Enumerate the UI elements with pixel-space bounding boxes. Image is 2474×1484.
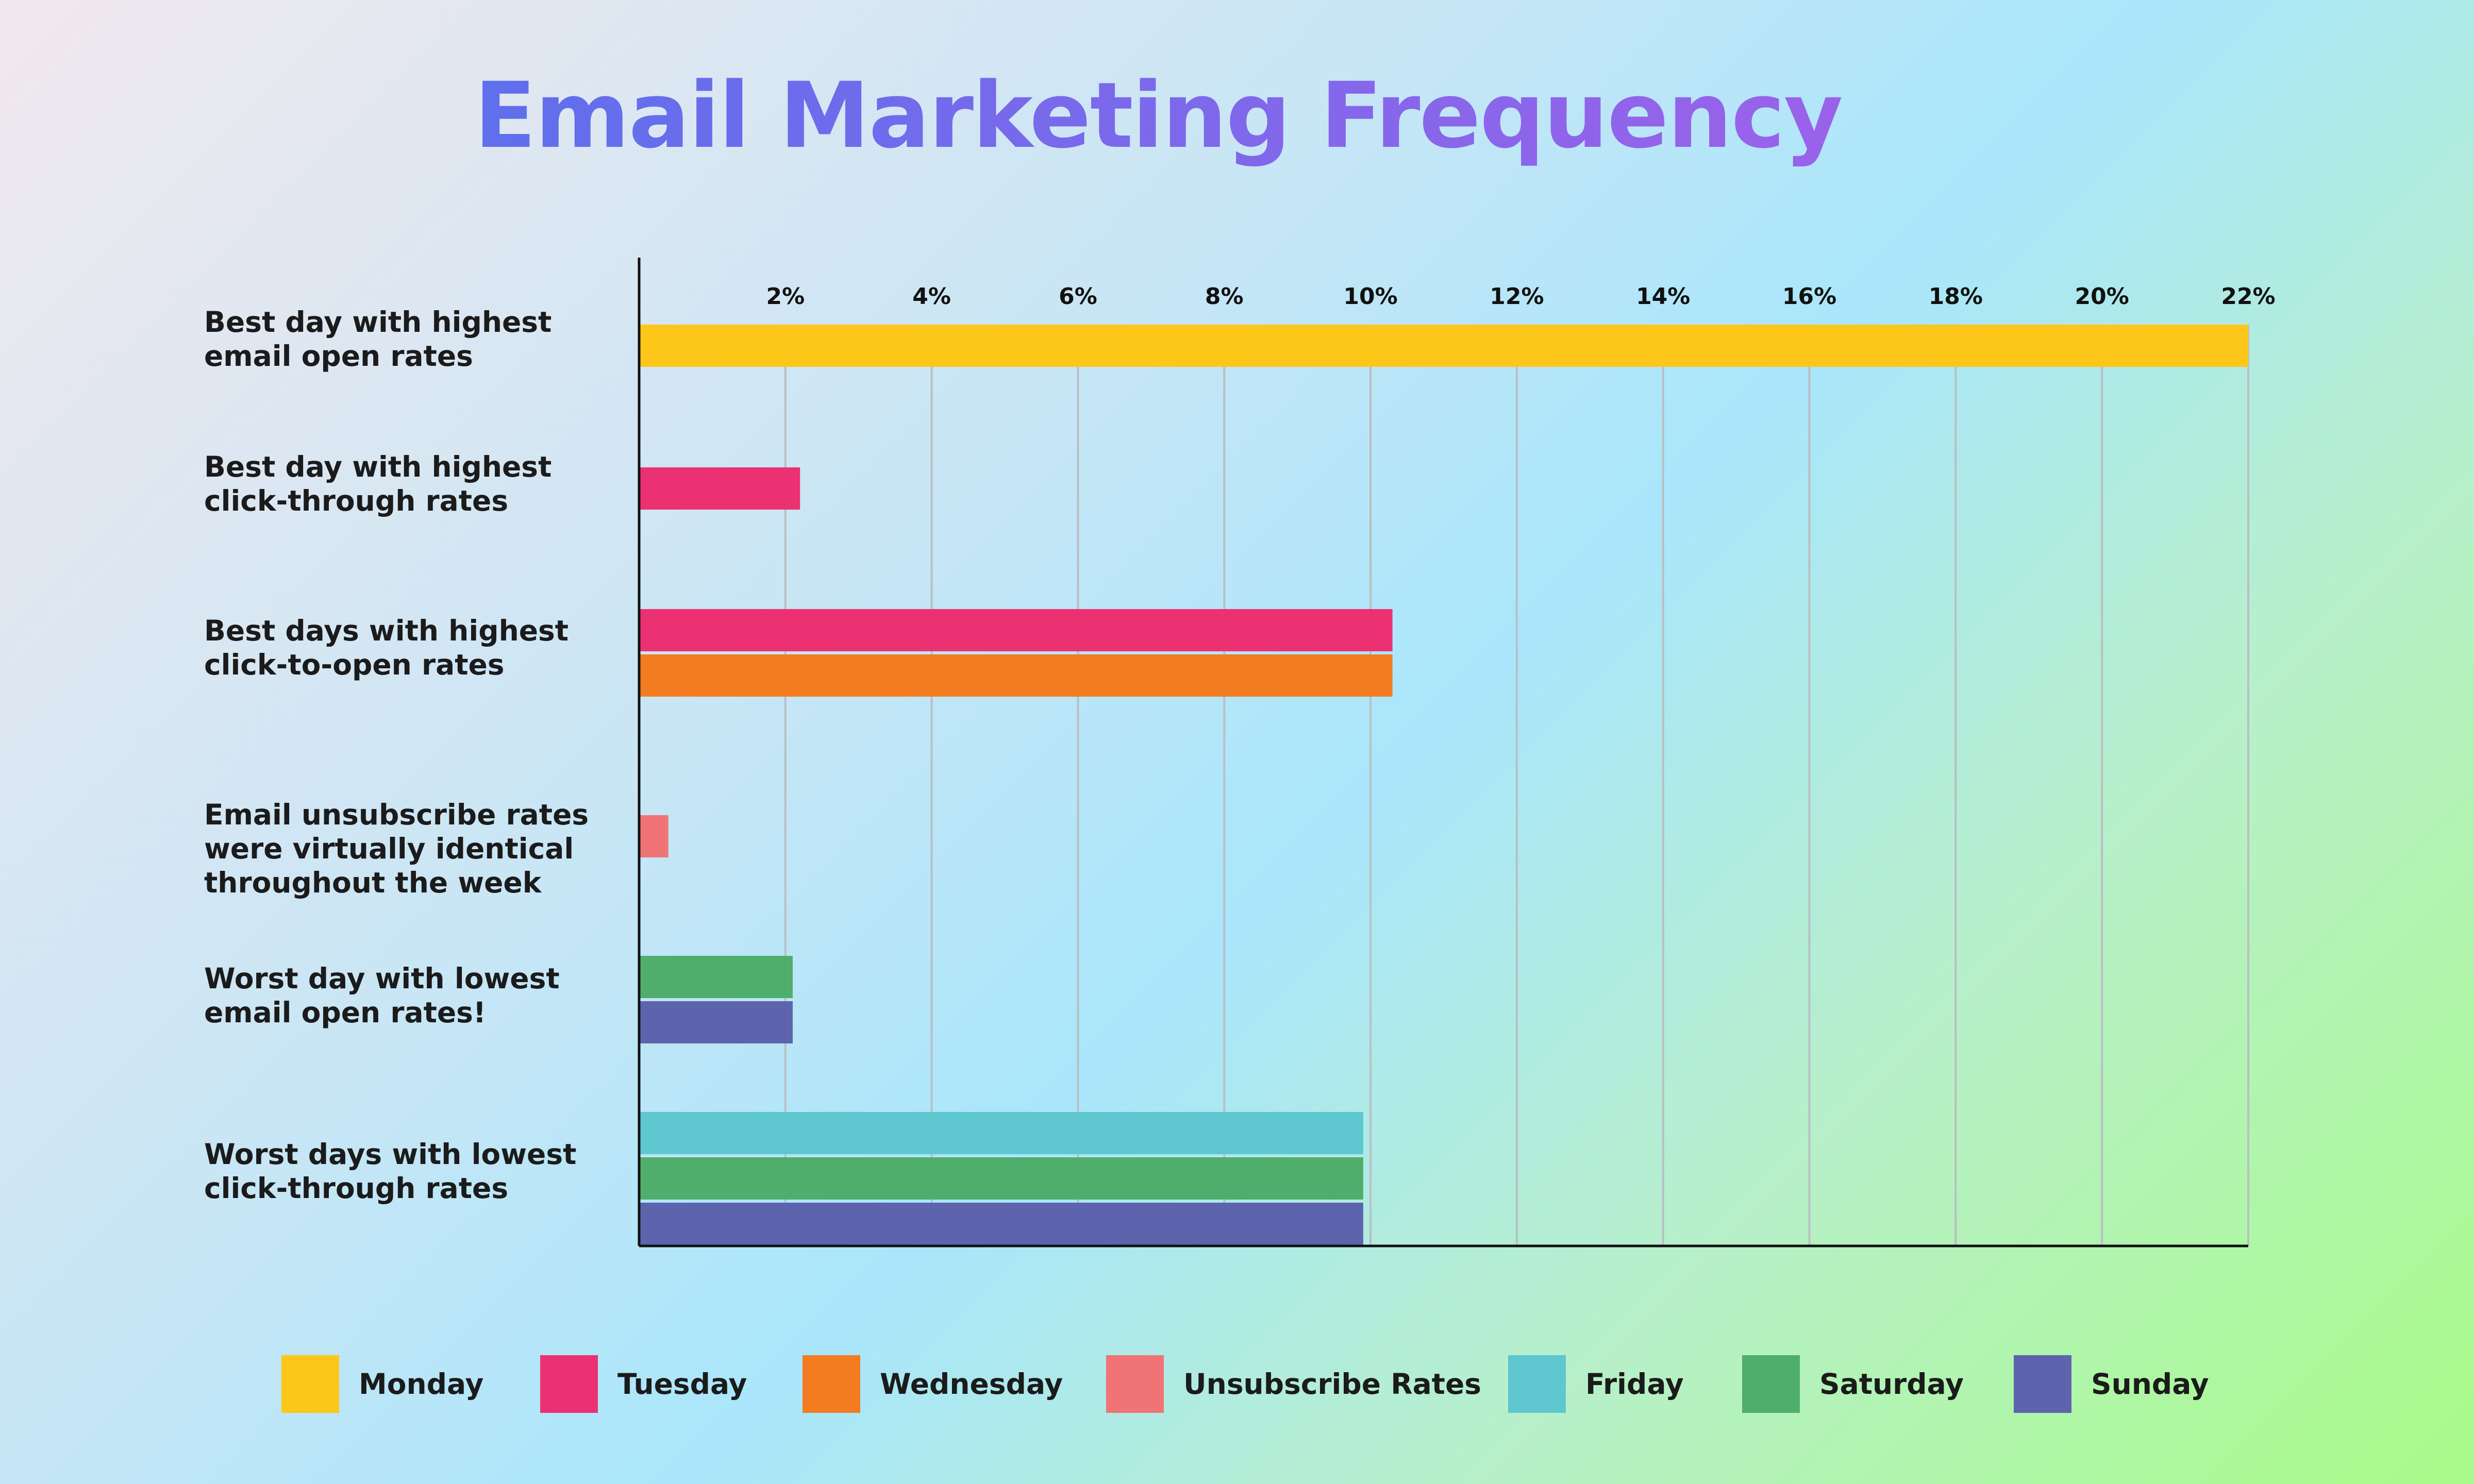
legend-swatch [1106, 1355, 1164, 1413]
legend-swatch [540, 1355, 598, 1413]
legend-item-sunday: Sunday [2014, 1355, 2209, 1413]
legend-swatch [1742, 1355, 1800, 1413]
tick-label: 22% [2221, 283, 2275, 310]
legend-item-friday: Friday [1508, 1355, 1684, 1413]
legend-swatch [2014, 1355, 2071, 1413]
bar [639, 815, 668, 857]
legend-item-unsubscribe-rates: Unsubscribe Rates [1106, 1355, 1481, 1413]
legend-swatch [803, 1355, 860, 1413]
legend-label: Unsubscribe Rates [1183, 1368, 1482, 1401]
legend-label: Saturday [1819, 1368, 1964, 1401]
tick-label: 18% [1929, 283, 1983, 310]
tick-label: 12% [1490, 283, 1544, 310]
tick-label: 2% [766, 283, 805, 310]
bar [639, 467, 800, 510]
category-label: Best day with highest email open rates [204, 306, 552, 373]
tick-label: 10% [1343, 283, 1397, 310]
category-label: Best day with highest click-through rate… [204, 450, 552, 517]
tick-label: 14% [1636, 283, 1690, 310]
tick-label: 16% [1782, 283, 1836, 310]
category-label: Worst day with lowest email open rates! [204, 962, 560, 1029]
bar [639, 956, 793, 998]
legend-label: Sunday [2091, 1368, 2209, 1401]
legend-label: Tuesday [617, 1368, 747, 1401]
category-label: Worst days with lowest click-through rat… [204, 1138, 577, 1205]
legend-item-monday: Monday [281, 1355, 483, 1413]
bar [639, 1001, 793, 1043]
category-label: Email unsubscribe rates were virtually i… [204, 798, 589, 899]
bar [639, 1112, 1363, 1154]
legend-swatch [281, 1355, 339, 1413]
legend-item-saturday: Saturday [1742, 1355, 1964, 1413]
chart-title: Email Marketing Frequency [474, 59, 1843, 173]
legend-label: Friday [1585, 1368, 1684, 1401]
category-label: Best days with highest click-to-open rat… [204, 614, 569, 681]
tick-label: 20% [2075, 283, 2129, 310]
tick-label: 4% [912, 283, 951, 310]
legend-item-tuesday: Tuesday [540, 1355, 747, 1413]
legend-item-wednesday: Wednesday [803, 1355, 1063, 1413]
bar [639, 654, 1393, 697]
legend-swatch [1508, 1355, 1566, 1413]
bar [639, 1203, 1363, 1245]
legend-label: Wednesday [880, 1368, 1063, 1401]
bar [639, 1157, 1363, 1200]
tick-label: 6% [1059, 283, 1097, 310]
bar [639, 609, 1393, 651]
legend-label: Monday [359, 1368, 484, 1401]
tick-label: 8% [1205, 283, 1244, 310]
bar [639, 325, 2248, 367]
